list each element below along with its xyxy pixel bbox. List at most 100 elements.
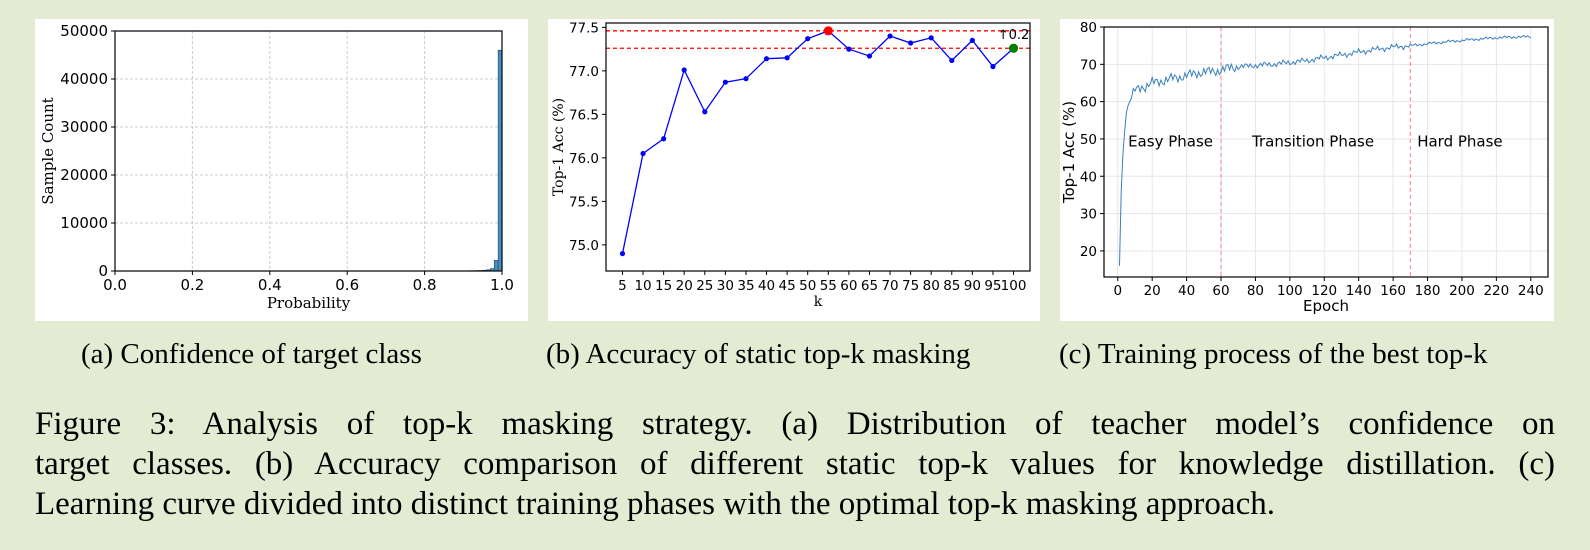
data-point — [619, 250, 626, 257]
panel-topk-accuracy: ↑0.2 5 10 15 20 25 30 35 40 45 50 55 60 65 70 75 80 85 90 9… — [548, 19, 1040, 321]
y-tick-label: 77.0 — [569, 64, 599, 80]
phase-label: Easy Phase — [1128, 132, 1213, 150]
x-tick-label: 120 — [1311, 283, 1337, 299]
panel-training-process: Easy Phase Transition Phase Hard Phase 0 20 4… — [1060, 19, 1554, 321]
caption-line: target classes. (b) Accuracy comparison … — [35, 446, 1555, 482]
data-point — [640, 150, 646, 157]
y-tick-label: 76.5 — [569, 107, 599, 123]
x-tick-label: 100 — [1277, 283, 1303, 299]
y-tick-label: 60 — [1080, 95, 1097, 111]
x-tick-label: 95 — [984, 278, 1001, 294]
histogram-chart: 0.0 0.2 0.4 0.6 0.8 1.0 0 10000 20000 30000 40000 5… — [39, 22, 514, 312]
data-point — [887, 33, 893, 39]
x-tick-label: 140 — [1346, 283, 1372, 299]
best-data-point — [823, 26, 833, 36]
x-tick-label: 70 — [881, 278, 898, 294]
y-axis-label: Top-1 Acc (%) — [1060, 101, 1078, 204]
y-axis-label: Sample Count — [39, 97, 57, 204]
x-tick-label: 200 — [1449, 283, 1475, 299]
x-tick-label: 60 — [840, 278, 857, 294]
y-tick-label: 70 — [1080, 57, 1097, 73]
x-tick-label: 30 — [717, 278, 734, 294]
subcaption-c: (c) Training process of the best top-k — [1059, 338, 1488, 370]
accuracy-line — [621, 30, 1014, 254]
x-axis-label: Epoch — [1303, 297, 1349, 315]
data-point — [722, 79, 728, 85]
x-tick-label: 0.2 — [180, 276, 204, 294]
training-curve-chart: Easy Phase Transition Phase Hard Phase 0 20 4… — [1060, 20, 1549, 315]
y-tick-label: 75.5 — [569, 194, 599, 210]
y-tick-label: 50 — [1080, 132, 1097, 148]
x-tick-label: 40 — [1178, 283, 1195, 299]
figure-caption: Figure 3: Analysis of top-k masking stra… — [35, 404, 1555, 524]
x-axis-label: Probability — [267, 294, 351, 312]
x-tick-label: 220 — [1483, 283, 1509, 299]
training-curve — [1118, 34, 1532, 266]
data-point — [763, 56, 770, 62]
data-point — [743, 76, 749, 82]
x-tick-label: 60 — [1212, 283, 1229, 299]
x-tick-label: 0.8 — [413, 276, 437, 294]
x-tick-label: 65 — [861, 278, 878, 294]
x-tick-label: 25 — [696, 278, 713, 294]
x-tick-label: 5 — [618, 278, 627, 294]
y-tick-label: 76.0 — [569, 151, 599, 167]
x-tick-label: 0.4 — [258, 276, 282, 294]
y-tick-label: 40 — [1080, 169, 1097, 185]
y-tick-label: 0 — [98, 262, 108, 280]
x-tick-label: 0.6 — [335, 276, 359, 294]
data-point — [949, 57, 955, 64]
data-point — [805, 36, 811, 42]
axes-frame — [605, 22, 1031, 272]
x-tick-label: 15 — [655, 278, 672, 294]
x-tick-label: 0 — [1113, 283, 1122, 299]
data-point — [866, 53, 873, 59]
highlight-data-point — [1008, 43, 1019, 53]
x-tick-label: 100 — [1001, 278, 1027, 294]
y-tick-label: 10000 — [60, 214, 108, 232]
x-tick-label: 1.0 — [490, 276, 514, 294]
data-point — [681, 67, 687, 73]
data-point — [990, 63, 996, 70]
x-tick-label: 20 — [1144, 283, 1161, 299]
data-point — [784, 55, 790, 61]
x-axis-label: k — [814, 294, 823, 310]
x-tick-label: 240 — [1518, 283, 1544, 299]
x-tick-label: 55 — [820, 278, 837, 294]
x-tick-label: 85 — [943, 278, 960, 294]
data-point — [702, 109, 708, 115]
x-tick-label: 10 — [634, 278, 651, 294]
x-tick-label: 40 — [758, 278, 775, 294]
subcaption-b: (b) Accuracy of static top-k masking — [546, 338, 971, 370]
x-tick-label: 50 — [799, 278, 816, 294]
topk-accuracy-chart: ↑0.2 5 10 15 20 25 30 35 40 45 50 55 60 65 70 75 80 85 90 9… — [551, 20, 1031, 310]
data-point — [661, 136, 667, 142]
y-tick-label: 30000 — [60, 118, 108, 136]
y-tick-label: 77.5 — [569, 20, 599, 36]
y-tick-label: 75.0 — [569, 238, 599, 254]
y-tick-label: 20000 — [60, 166, 108, 184]
y-tick-label: 30 — [1080, 207, 1097, 223]
y-tick-label: 80 — [1080, 20, 1097, 36]
y-tick-label: 20 — [1080, 244, 1097, 260]
caption-line: Figure 3: Analysis of top-k masking stra… — [35, 406, 1555, 442]
x-tick-label: 45 — [779, 278, 796, 294]
x-tick-label: 160 — [1380, 283, 1406, 299]
histogram-bar — [493, 260, 499, 272]
x-tick-label: 35 — [737, 278, 754, 294]
axes-frame — [114, 30, 503, 272]
phase-label: Hard Phase — [1417, 132, 1502, 150]
phase-label: Transition Phase — [1251, 132, 1374, 150]
y-tick-label: 40000 — [60, 70, 108, 88]
x-tick-label: 0.0 — [103, 276, 127, 294]
subcaption-a: (a) Confidence of target class — [81, 338, 422, 370]
axes-frame — [1103, 26, 1549, 278]
x-tick-label: 180 — [1415, 283, 1441, 299]
y-tick-label: 50000 — [60, 22, 108, 40]
x-tick-label: 80 — [923, 278, 940, 294]
x-tick-label: 75 — [902, 278, 919, 294]
gain-annotation: ↑0.2 — [998, 28, 1030, 43]
data-point — [969, 37, 975, 44]
x-tick-label: 80 — [1247, 283, 1264, 299]
caption-line: Learning curve divided into distinct tra… — [35, 486, 1275, 522]
